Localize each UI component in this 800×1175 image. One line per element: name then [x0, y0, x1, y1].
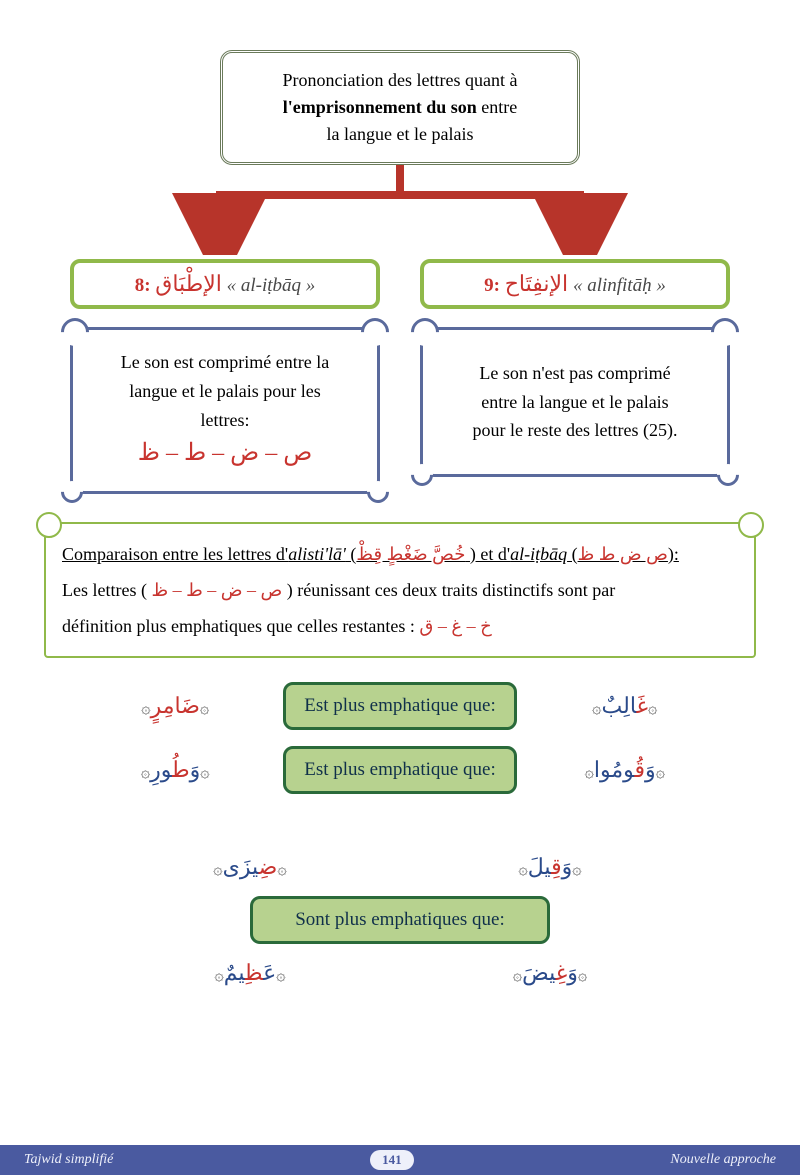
- sc-t3: ):: [668, 544, 679, 564]
- ex-g-bl: ۞عَظِيمٌ۞: [170, 960, 330, 986]
- page-number: 141: [370, 1150, 414, 1170]
- footer-right: Nouvelle approche: [670, 1152, 776, 1168]
- ex-g-br: ۞وَغِيضَ۞: [470, 960, 630, 986]
- header-box: Prononciation des lettres quant à l'empr…: [220, 50, 580, 165]
- translit-itbaq: « al-iṭbāq »: [227, 275, 316, 296]
- left-letters: ص – ض – ط – ظ: [91, 434, 359, 472]
- num-8: 8:: [135, 275, 151, 296]
- ex-g-tl: ۞ضِيزَى۞: [170, 854, 330, 880]
- sc-it1: alisti'lā': [288, 544, 346, 564]
- label-itbaq: 8: الإطْبَاق « al-iṭbāq »: [70, 259, 380, 309]
- left-d3: lettres:: [91, 406, 359, 435]
- footer: Tajwid simplifié 141 Nouvelle approche: [0, 1145, 800, 1175]
- top-after: entre: [477, 97, 517, 117]
- sc-l2c: ) réunissant ces deux traits distinctifs…: [282, 580, 615, 600]
- sc-l2a: Les lettres (: [62, 580, 151, 600]
- sc-t1: Comparaison entre les lettres d': [62, 544, 288, 564]
- footer-left: Tajwid simplifié: [24, 1152, 113, 1168]
- num-9: 9:: [484, 275, 500, 296]
- label-infitah: 9: الإنفِتَاح « alinfitāḥ »: [420, 259, 730, 309]
- sc-l3b: خ – غ – ق: [419, 616, 491, 636]
- examples: ۞ضَامِرٍ۞ Est plus emphatique que: ۞غَال…: [40, 682, 760, 986]
- bar-more-1: Est plus emphatique que:: [283, 682, 517, 730]
- comparison-scroll: Comparaison entre les lettres d'alisti'l…: [44, 522, 756, 658]
- ex-r1-right: ۞غَالِبٌ۞: [545, 693, 705, 719]
- sc-l2b: ص – ض – ط – ظ: [151, 580, 282, 600]
- ex-r1-left: ۞ضَامِرٍ۞: [95, 693, 255, 719]
- top-line3: la langue et le palais: [327, 124, 474, 144]
- top-bold: l'emprisonnement du son: [283, 97, 477, 117]
- sc-t2: ) et d': [465, 544, 510, 564]
- plaque-right: Le son n'est pas comprimé entre la langu…: [420, 327, 730, 477]
- sc-ar2: ص ض ط ظ: [578, 544, 668, 564]
- top-line1: Prononciation des lettres quant à: [283, 70, 518, 90]
- arabic-itbaq: الإطْبَاق: [155, 271, 222, 296]
- left-d1: Le son est comprimé entre la: [91, 348, 359, 377]
- bar-plural: Sont plus emphatiques que:: [250, 896, 550, 944]
- right-d2: entre la langue et le palais: [441, 388, 709, 417]
- arrows: [40, 165, 760, 255]
- translit-infitah: « alinfitāḥ »: [573, 275, 666, 296]
- ex-r2-left: ۞وَطُورِ۞: [95, 757, 255, 783]
- left-d2: langue et le palais pour les: [91, 377, 359, 406]
- arabic-infitah: الإنفِتَاح: [505, 271, 568, 296]
- right-d3: pour le reste des lettres (25).: [441, 416, 709, 445]
- right-d1: Le son n'est pas comprimé: [441, 359, 709, 388]
- ex-r2-right: ۞وَقُومُوا۞: [545, 757, 705, 783]
- bar-more-2: Est plus emphatique que:: [283, 746, 517, 794]
- sc-ar1: خُصَّ ضَغْطٍ قِظْ: [356, 544, 465, 564]
- plaque-left: Le son est comprimé entre la langue et l…: [70, 327, 380, 494]
- sc-it2: al-iṭbāq: [510, 544, 567, 564]
- ex-g-tr: ۞وَقِيلَ۞: [470, 854, 630, 880]
- sc-l3a: définition plus emphatiques que celles r…: [62, 616, 419, 636]
